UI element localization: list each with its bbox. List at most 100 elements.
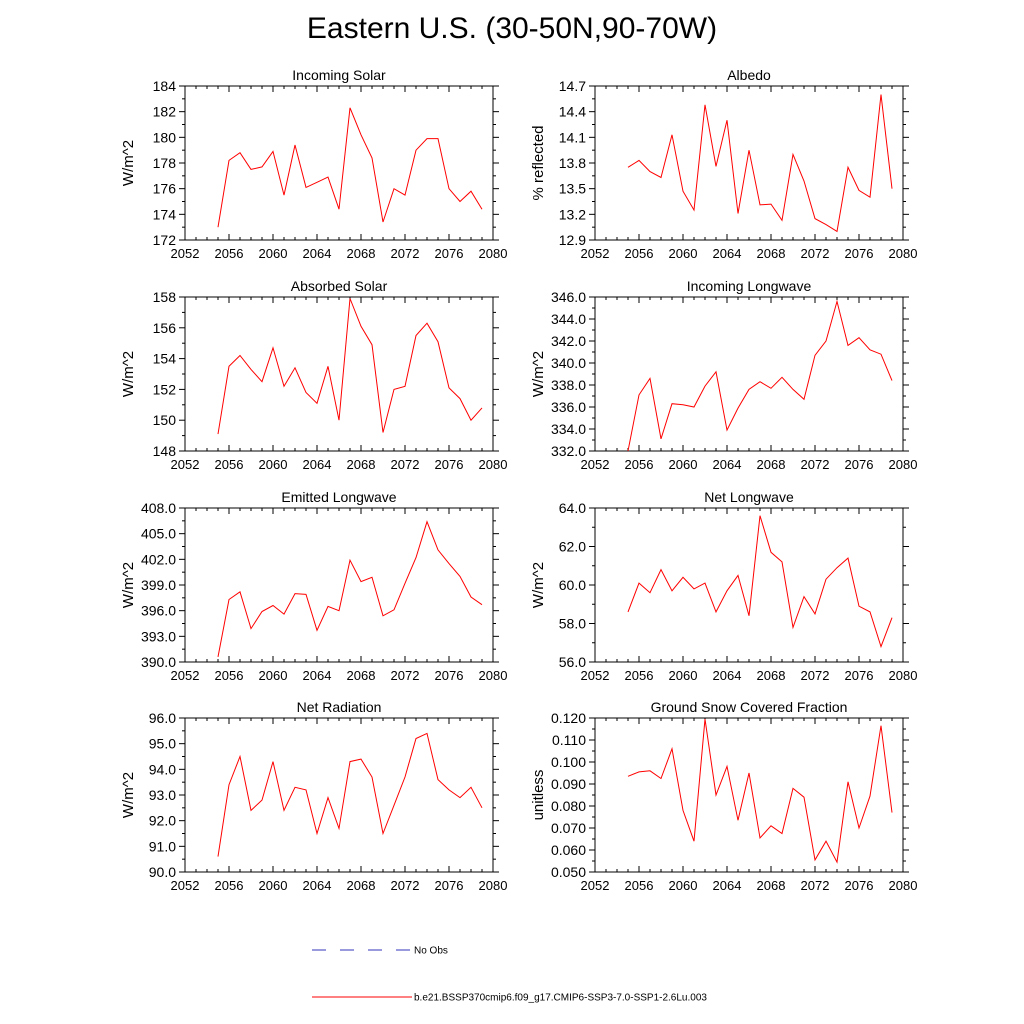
chart-title: Incoming Solar: [292, 67, 386, 83]
y-tick-label: 0.110: [552, 732, 586, 748]
series-line: [627, 515, 893, 649]
y-tick-label: 336.0: [551, 399, 586, 415]
y-tick-label: 12.9: [559, 232, 586, 248]
y-tick-label: 62.0: [559, 539, 586, 555]
legend: No Obs b.e21.BSSP370cmip6.f09_g17.CMIP6-…: [312, 946, 707, 1004]
x-tick-label: 2080: [889, 457, 918, 472]
chart-panel-6: Net Longwave W/m^2 2052 2056 2060 2064 2068 207…: [530, 489, 917, 683]
y-tick-label: 344.0: [551, 311, 586, 327]
y-tick-label: 334.0: [551, 421, 586, 437]
y-axis-label: W/m^2: [530, 562, 547, 608]
y-tick-label: 150: [153, 412, 177, 428]
chart-title: Albedo: [727, 67, 771, 83]
plot-frame: [184, 507, 494, 663]
x-tick-label: 2072: [801, 246, 830, 261]
y-tick-label: 96.0: [149, 710, 176, 726]
x-tick-label: 2060: [669, 457, 698, 472]
chart-title: Net Radiation: [297, 699, 382, 715]
y-tick-label: 402.0: [141, 551, 176, 567]
plot-frame: [594, 717, 904, 873]
y-axis-label: W/m^2: [120, 562, 137, 608]
x-tick-label: 2072: [391, 668, 420, 683]
y-tick-label: 0.050: [551, 864, 586, 880]
y-tick-label: 93.0: [149, 787, 176, 803]
x-tick-label: 2064: [713, 878, 742, 893]
x-tick-label: 2052: [171, 878, 200, 893]
x-tick-label: 2076: [435, 878, 464, 893]
x-tick-label: 2056: [215, 457, 244, 472]
chart-title: Ground Snow Covered Fraction: [651, 699, 848, 715]
y-tick-label: 148: [153, 443, 177, 459]
y-tick-label: 158: [153, 289, 177, 305]
x-tick-label: 2056: [625, 878, 654, 893]
x-tick-label: 2068: [347, 246, 376, 261]
y-axis-label: W/m^2: [120, 140, 137, 186]
y-tick-label: 64.0: [559, 500, 586, 516]
x-tick-label: 2072: [801, 878, 830, 893]
y-tick-label: 176: [153, 181, 177, 197]
y-tick-label: 13.8: [559, 155, 586, 171]
x-tick-label: 2076: [845, 878, 874, 893]
x-tick-label: 2068: [757, 457, 786, 472]
y-tick-label: 156: [153, 320, 177, 336]
x-tick-label: 2064: [303, 668, 332, 683]
x-tick-label: 2076: [435, 668, 464, 683]
y-tick-label: 0.090: [551, 776, 586, 792]
y-tick-label: 56.0: [559, 654, 586, 670]
y-tick-label: 0.060: [551, 842, 586, 858]
y-tick-label: 92.0: [149, 813, 176, 829]
series-line: [217, 298, 483, 435]
x-tick-label: 2060: [259, 878, 288, 893]
x-tick-label: 2072: [391, 878, 420, 893]
x-tick-label: 2080: [479, 878, 508, 893]
chart-panel-4: Incoming Longwave W/m^2 2052 2056 2060 2064 20…: [530, 278, 917, 472]
x-tick-label: 2064: [303, 246, 332, 261]
y-tick-label: 0.100: [551, 754, 586, 770]
y-tick-label: 346.0: [551, 289, 586, 305]
y-tick-label: 172: [153, 232, 177, 248]
x-tick-label: 2080: [889, 878, 918, 893]
y-axis-label: W/m^2: [120, 772, 137, 818]
y-axis-label: W/m^2: [530, 351, 547, 397]
y-tick-label: 14.4: [559, 104, 586, 120]
y-axis-label: unitless: [530, 770, 547, 821]
y-tick-label: 184: [153, 78, 177, 94]
x-tick-label: 2056: [625, 457, 654, 472]
series-line: [217, 732, 483, 857]
y-tick-label: 94.0: [149, 761, 176, 777]
chart-title: Emitted Longwave: [281, 489, 396, 505]
x-tick-label: 2080: [479, 246, 508, 261]
y-axis-label: % reflected: [530, 125, 547, 200]
y-tick-label: 90.0: [149, 864, 176, 880]
y-tick-label: 58.0: [559, 616, 586, 632]
y-tick-label: 340.0: [551, 355, 586, 371]
x-tick-label: 2064: [303, 457, 332, 472]
x-tick-label: 2068: [347, 668, 376, 683]
series-line: [627, 719, 893, 864]
chart-panel-1: Incoming Solar W/m^2 2052 2056 2060 2064 2068 2…: [120, 67, 507, 261]
x-tick-label: 2052: [581, 246, 610, 261]
y-tick-label: 405.0: [141, 526, 176, 542]
series-line: [217, 520, 483, 657]
x-tick-label: 2052: [581, 878, 610, 893]
panels-layer: Incoming Solar W/m^2 2052 2056 2060 2064 2068 2…: [120, 67, 917, 893]
x-tick-label: 2080: [479, 668, 508, 683]
y-tick-label: 342.0: [551, 333, 586, 349]
chart-panel-3: Absorbed Solar W/m^2 2052 2056 2060 2064 2068 2…: [120, 278, 507, 472]
x-tick-label: 2076: [845, 246, 874, 261]
y-axis-label: W/m^2: [120, 351, 137, 397]
y-tick-label: 338.0: [551, 377, 586, 393]
x-tick-label: 2064: [713, 457, 742, 472]
y-tick-label: 95.0: [149, 736, 176, 752]
y-tick-label: 14.7: [559, 78, 586, 94]
x-tick-label: 2060: [259, 668, 288, 683]
x-tick-label: 2060: [259, 246, 288, 261]
x-tick-label: 2076: [435, 246, 464, 261]
x-tick-label: 2080: [479, 457, 508, 472]
x-tick-label: 2064: [303, 878, 332, 893]
y-tick-label: 332.0: [551, 443, 586, 459]
y-tick-label: 174: [153, 206, 177, 222]
x-tick-label: 2068: [757, 668, 786, 683]
x-tick-label: 2072: [801, 668, 830, 683]
